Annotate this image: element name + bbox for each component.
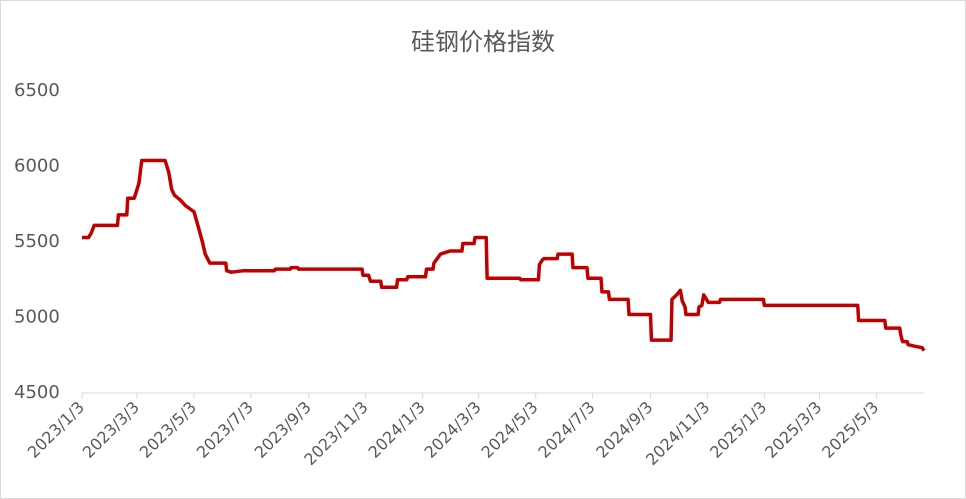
y-tick-label: 4500 — [14, 382, 60, 403]
chart-title: 硅钢价格指数 — [411, 28, 555, 56]
y-tick-label: 5000 — [14, 307, 60, 328]
y-tick-label: 6000 — [14, 156, 60, 177]
price-line — [82, 158, 926, 352]
y-tick-label: 5500 — [14, 231, 60, 252]
y-tick-label: 6500 — [14, 80, 60, 101]
